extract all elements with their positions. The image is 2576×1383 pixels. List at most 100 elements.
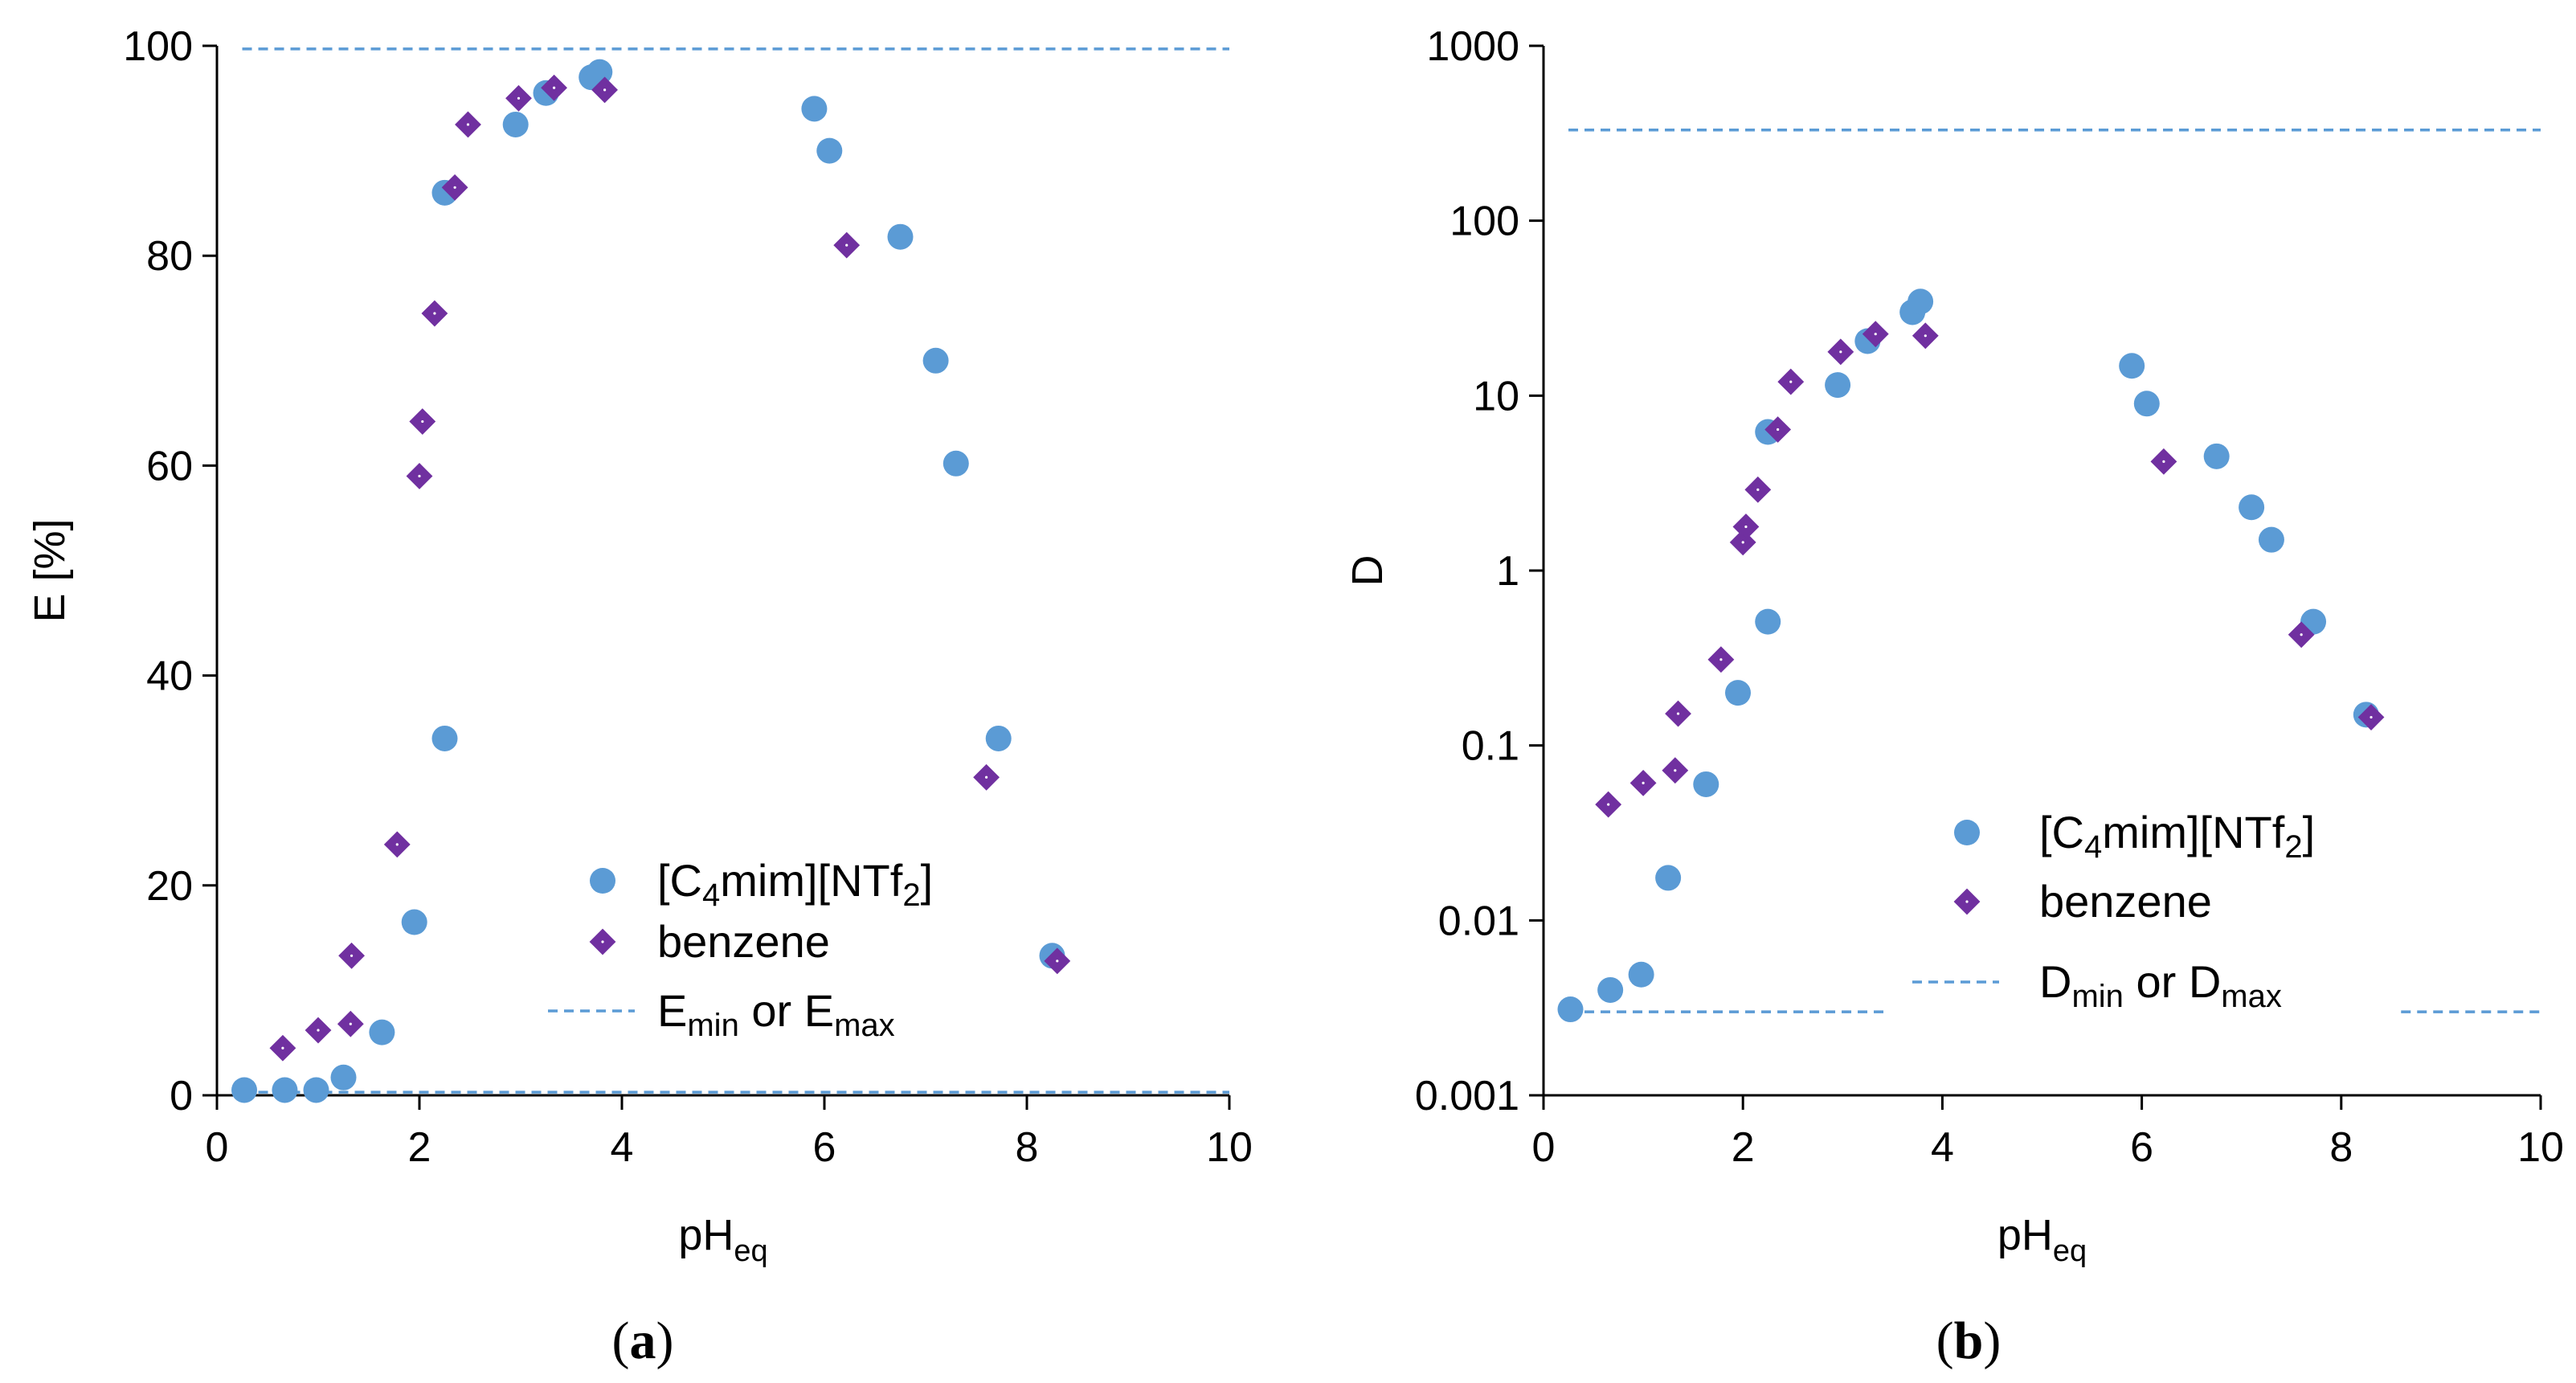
y-tick-label: 40 — [146, 653, 193, 700]
x-tick-label: 6 — [2130, 1124, 2153, 1171]
ionic_liquid-data-point — [1724, 680, 1751, 706]
ionic_liquid-data-point — [942, 450, 969, 477]
x-axis-title: pHeq — [678, 1211, 767, 1268]
ionic_liquid-data-point — [801, 96, 828, 122]
y-tick-label: 100 — [1450, 198, 1519, 245]
ionic_liquid-data-point — [1597, 976, 1624, 1003]
benzene-data-point-center — [552, 86, 556, 89]
benzene-data-point-center — [845, 243, 848, 247]
label-text: benzene — [2039, 876, 2212, 927]
x-tick-label: 10 — [2517, 1124, 2564, 1171]
benzene-data-point-center — [1924, 334, 1927, 338]
ionic_liquid-data-point — [401, 909, 427, 935]
benzene-data-point-center — [603, 88, 607, 92]
label-text: [C — [2039, 807, 2084, 857]
benzene-data-point-center — [985, 775, 988, 779]
ionic_liquid-data-point — [272, 1077, 298, 1103]
ionic_liquid-data-point — [887, 223, 914, 250]
y-tick-label: 10 — [1473, 373, 1519, 419]
ionic_liquid-data-point — [303, 1077, 329, 1103]
ionic_liquid-data-point — [2258, 526, 2284, 553]
series-benzene — [1595, 321, 2385, 818]
benzene-data-point-center — [317, 1029, 320, 1032]
legend-ionic_liquid-marker — [590, 868, 615, 894]
legend-ionic_liquid-marker — [1954, 820, 1980, 845]
benzene-data-point-center — [1719, 658, 1723, 661]
y-tick-label: 0.1 — [1462, 723, 1519, 770]
legend-label: [C4mim][NTf2] — [2039, 807, 2315, 865]
series-ionic_liquid — [1557, 288, 2379, 1023]
legend-label: [C4mim][NTf2] — [657, 855, 933, 913]
x-axis-title-main: pH — [678, 1211, 734, 1259]
panel-label-close: ) — [1983, 1311, 2001, 1370]
ionic_liquid-data-point — [985, 725, 1012, 751]
legend-benzene-marker-center — [1965, 900, 1969, 903]
x-tick-label: 10 — [1206, 1124, 1253, 1171]
subscript-text: max — [2221, 979, 2282, 1014]
ionic_liquid-data-point — [2119, 353, 2145, 379]
benzene-data-point-center — [1642, 781, 1645, 784]
benzene-data-point-center — [421, 419, 424, 423]
ionic_liquid-data-point — [369, 1019, 395, 1045]
subscript-text: max — [834, 1008, 895, 1043]
benzene-data-point-center — [2370, 715, 2373, 719]
ionic_liquid-data-point — [231, 1077, 258, 1103]
x-axis-title-main: pH — [1997, 1211, 2053, 1259]
x-tick-label: 8 — [1016, 1124, 1039, 1171]
label-text: E — [657, 985, 687, 1036]
legend: [C4mim][NTf2] benzene Dmin or Dmax — [1912, 807, 2315, 1014]
legend-benzene-marker-center — [601, 940, 604, 943]
y-tick-label: 100 — [123, 23, 193, 70]
label-text: [C — [657, 855, 702, 906]
subscript-text: 4 — [2084, 829, 2102, 865]
ionic_liquid-data-point — [1557, 996, 1584, 1023]
legend: [C4mim][NTf2]benzene Emin or Emax — [548, 855, 933, 1043]
legend-label: Dmin or Dmax — [2039, 956, 2282, 1014]
ionic_liquid-data-point — [1825, 372, 1851, 399]
ionic_liquid-data-point — [816, 137, 843, 164]
label-text: ] — [2303, 807, 2316, 857]
panel-label: (a) — [612, 1311, 674, 1370]
benzene-data-point-center — [1756, 488, 1760, 491]
legend-label: benzene — [2039, 876, 2212, 927]
ionic_liquid-data-point — [2203, 443, 2230, 469]
x-axis-title-subscript: eq — [2053, 1234, 2087, 1268]
label-text: benzene — [657, 916, 830, 967]
label-text: mim][NTf — [2102, 807, 2285, 857]
benzene-data-point-center — [350, 954, 354, 957]
ionic_liquid-data-point — [2239, 494, 2265, 521]
x-axis-title-subscript: eq — [734, 1234, 767, 1268]
benzene-data-point-center — [349, 1022, 352, 1025]
y-tick-label: 1000 — [1426, 23, 1519, 70]
label-text: mim][NTf — [720, 855, 903, 906]
x-tick-label: 8 — [2329, 1124, 2353, 1171]
x-tick-label: 4 — [1931, 1124, 1954, 1171]
label-text: or E — [739, 985, 834, 1036]
ionic_liquid-data-point — [1907, 288, 1934, 315]
legend-label: Emin or Emax — [657, 985, 895, 1043]
x-tick-label: 4 — [611, 1124, 634, 1171]
benzene-data-point-center — [1056, 960, 1059, 963]
subscript-text: 2 — [2284, 829, 2302, 865]
benzene-data-point-center — [1676, 712, 1680, 715]
benzene-data-point-center — [1744, 525, 1748, 529]
ionic_liquid-data-point — [1628, 961, 1654, 988]
x-tick-label: 2 — [1732, 1124, 1755, 1171]
subscript-text: 4 — [702, 878, 720, 913]
panel-label-letter: b — [1954, 1311, 1984, 1370]
panel-label-open: ( — [1936, 1311, 1954, 1370]
ionic_liquid-data-point — [2133, 391, 2160, 417]
ionic_liquid-data-point — [1693, 771, 1719, 797]
ionic_liquid-data-point — [431, 725, 458, 751]
benzene-data-point-center — [1874, 333, 1877, 336]
benzene-data-point-center — [453, 186, 456, 189]
y-tick-label: 60 — [146, 443, 193, 489]
benzene-data-point-center — [1789, 380, 1793, 383]
panel-label-open: ( — [612, 1311, 630, 1370]
y-tick-label: 80 — [146, 233, 193, 280]
benzene-data-point-center — [433, 312, 436, 315]
ionic_liquid-data-point — [1755, 608, 1781, 635]
